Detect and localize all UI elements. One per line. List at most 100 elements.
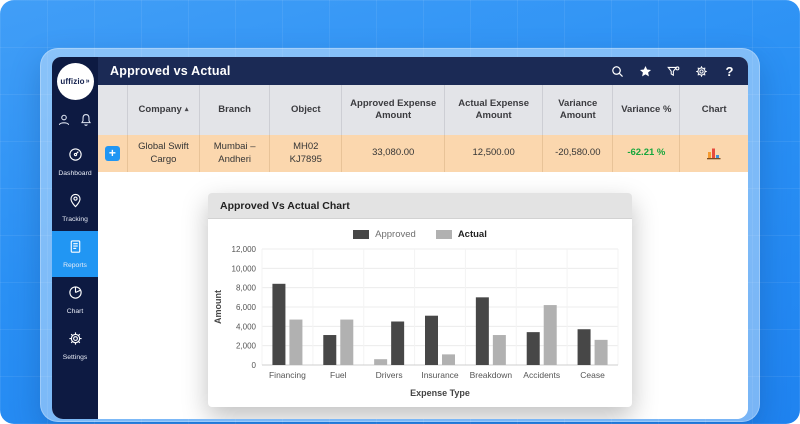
logo-chevrons: » xyxy=(85,78,90,85)
y-axis-title: Amount xyxy=(213,290,223,324)
chart-popup-title: Approved Vs Actual Chart xyxy=(220,199,350,212)
object-cell: MH02 KJ7895 xyxy=(270,135,343,172)
variance-percent-cell-value: -62.21 % xyxy=(627,147,666,159)
column-header-branch[interactable]: Branch xyxy=(200,85,271,135)
expand-row-button[interactable]: + xyxy=(104,146,120,161)
sidebar-item-label: Reports xyxy=(63,262,87,269)
svg-text:4,000: 4,000 xyxy=(236,322,257,331)
page-title: Approved vs Actual xyxy=(110,64,231,78)
sidebar-quick-icons xyxy=(57,113,93,127)
page-header: Approved vs Actual ? xyxy=(98,57,748,85)
column-header-expand[interactable] xyxy=(98,85,128,135)
svg-text:Financing: Financing xyxy=(269,370,306,380)
chart-popup-header[interactable]: Approved Vs Actual Chart xyxy=(208,193,632,219)
table-row: + Global Swift Cargo Mumbai – Andheri MH02 K… xyxy=(98,135,748,172)
chart-legend: Approved Actual xyxy=(208,227,632,241)
svg-text:Insurance: Insurance xyxy=(421,370,459,380)
table-header-row: Company ▴ Branch Object Approved Expense Amo… xyxy=(98,85,748,135)
approved-expense-cell-value: 33,080.00 xyxy=(372,147,415,159)
sidebar-item-tracking[interactable]: Tracking xyxy=(52,185,98,231)
column-header-variance-[interactable]: Variance % xyxy=(613,85,681,135)
svg-text:12,000: 12,000 xyxy=(232,245,257,254)
row-expand-cell: + xyxy=(98,135,128,172)
favorite-star-icon[interactable] xyxy=(639,65,652,78)
sidebar-item-label: Chart xyxy=(66,308,84,315)
notifications-bell-icon[interactable] xyxy=(79,113,93,127)
column-header-label: Variance % xyxy=(621,103,672,115)
svg-text:8,000: 8,000 xyxy=(236,284,257,293)
variance-percent-cell: -62.21 % xyxy=(613,135,681,172)
bar-actual-accidents xyxy=(543,305,557,365)
header-actions: ? xyxy=(611,65,736,78)
dashboard-icon xyxy=(68,147,83,167)
svg-text:10,000: 10,000 xyxy=(232,264,257,273)
legend-swatch xyxy=(435,229,452,239)
legend-item-actual[interactable]: Actual xyxy=(435,228,487,240)
sidebar-item-label: Tracking xyxy=(62,216,88,223)
column-header-label: Branch xyxy=(218,103,251,115)
bar-approved-accidents xyxy=(526,332,540,365)
app-window-inner: uffizio » Dashboard Tracking Reports Chart S… xyxy=(52,57,748,419)
settings-gear-icon[interactable] xyxy=(695,65,708,78)
legend-label: Actual xyxy=(457,228,487,240)
column-header-object[interactable]: Object xyxy=(270,85,343,135)
branch-cell: Mumbai – Andheri xyxy=(200,135,271,172)
bar-approved-insurance xyxy=(425,315,438,365)
branch-cell-value: Mumbai – Andheri xyxy=(213,141,256,165)
company-cell: Global Swift Cargo xyxy=(128,135,201,172)
app-window: uffizio » Dashboard Tracking Reports Chart S… xyxy=(40,48,760,422)
svg-text:0: 0 xyxy=(252,361,257,370)
sidebar-nav: Dashboard Tracking Reports Chart Settings xyxy=(52,139,98,369)
bar-actual-insurance xyxy=(442,354,455,365)
approved-vs-actual-bar-chart: 0 2,000 4,000 6,000 8,000 10,000 12,000 Financi… xyxy=(213,245,619,398)
bar-approved-cease xyxy=(577,329,591,365)
tracking-icon xyxy=(68,193,83,213)
sidebar-item-reports[interactable]: Reports xyxy=(52,231,98,277)
bar-approved-financing xyxy=(272,283,286,365)
legend-item-approved[interactable]: Approved xyxy=(353,229,416,240)
sidebar-item-label: Dashboard xyxy=(58,170,92,177)
svg-text:Breakdown: Breakdown xyxy=(470,370,513,380)
sidebar: uffizio » Dashboard Tracking Reports Chart S… xyxy=(52,57,98,419)
bar-approved-drivers xyxy=(391,321,405,365)
column-header-label: Chart xyxy=(701,103,727,115)
chart-popup-body: Approved Actual 0 2,000 4,000 6,000 8,000 10,0… xyxy=(208,227,632,407)
bar-actual-fuel xyxy=(340,319,354,365)
column-header-label: Approved Expense Amount xyxy=(350,97,437,121)
actual-expense-cell: 12,500.00 xyxy=(445,135,544,172)
bar-approved-breakdown xyxy=(475,297,489,365)
bar-actual-breakdown xyxy=(492,335,506,365)
sidebar-item-label: Settings xyxy=(62,354,88,361)
reports-icon xyxy=(68,239,83,259)
sort-asc-icon: ▴ xyxy=(184,106,189,114)
svg-text:2,000: 2,000 xyxy=(236,342,257,351)
column-header-label: Actual Expense Amount xyxy=(458,97,529,121)
open-chart-icon[interactable] xyxy=(706,147,722,160)
column-header-actual-expense-amount[interactable]: Actual Expense Amount xyxy=(445,85,544,135)
chart-popup: Approved Vs Actual Chart Approved Actual … xyxy=(208,193,632,407)
svg-text:Cease: Cease xyxy=(580,370,605,380)
x-axis-title: Expense Type xyxy=(410,388,470,398)
company-cell-value: Global Swift Cargo xyxy=(138,141,189,165)
logo-text: uffizio xyxy=(60,77,85,86)
column-header-approved-expense-amount[interactable]: Approved Expense Amount xyxy=(342,85,446,135)
uffizio-logo[interactable]: uffizio » xyxy=(56,63,94,100)
column-header-company[interactable]: Company ▴ xyxy=(128,85,201,135)
bar-actual-financing xyxy=(289,319,303,365)
approved-expense-cell: 33,080.00 xyxy=(342,135,446,172)
user-icon[interactable] xyxy=(57,113,71,127)
column-header-chart[interactable]: Chart xyxy=(680,85,748,135)
column-header-label: Company xyxy=(138,103,182,115)
column-header-label: Variance Amount xyxy=(558,97,598,121)
sidebar-item-settings[interactable]: Settings xyxy=(52,323,98,369)
svg-text:Accidents: Accidents xyxy=(523,370,560,380)
search-icon[interactable] xyxy=(611,65,624,78)
filter-icon[interactable] xyxy=(667,65,680,78)
column-header-label: Object xyxy=(291,103,321,115)
legend-label: Approved xyxy=(375,228,416,240)
sidebar-item-dashboard[interactable]: Dashboard xyxy=(52,139,98,185)
help-icon[interactable]: ? xyxy=(725,63,734,79)
column-header-variance-amount[interactable]: Variance Amount xyxy=(543,85,614,135)
sidebar-item-chart[interactable]: Chart xyxy=(52,277,98,323)
